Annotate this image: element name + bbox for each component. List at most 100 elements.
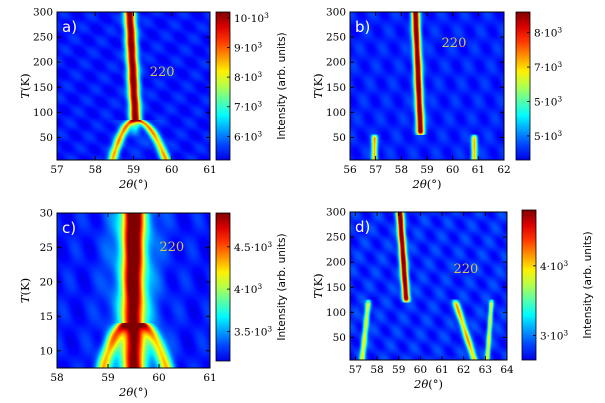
colorbar-tick-label: 7·103: [234, 100, 262, 114]
x-axis-label: 2θ(°): [118, 385, 148, 399]
panel-label: a): [62, 18, 77, 36]
panel-label: d): [355, 218, 370, 236]
colorbar-label: Intensity (arb. units): [276, 233, 288, 340]
y-tick-label: 30: [40, 208, 53, 220]
x-axis-label-unit: (°): [428, 377, 443, 391]
panel-1: 57 58 59 60 61 50 100 150 200 250 300 2θ(°) T(K) a) 22…: [18, 7, 288, 192]
x-tick-label: 59: [101, 372, 114, 384]
y-axis-label-symbol: T: [18, 294, 32, 303]
y-tick-label: 100: [326, 107, 346, 119]
x-tick-label: 59: [420, 164, 433, 176]
y-tick-label: 250: [326, 232, 346, 244]
colorbar-tick-label: 8·103: [234, 70, 262, 84]
colorbar-tick-label: 5·103: [534, 129, 562, 143]
x-axis-label: 2θ(°): [413, 377, 443, 391]
x-axis-label-unit: (°): [133, 177, 148, 191]
panel-2: 56 57 58 59 60 61 62 50 100 150 200 250 300 2θ(°) T(K)…: [311, 7, 562, 192]
x-axis-label: 2θ(°): [412, 177, 442, 191]
y-axis-label: T(K): [311, 273, 325, 298]
x-tick-label: 59: [127, 164, 140, 176]
x-tick-label: 58: [395, 164, 408, 176]
y-axis-label-symbol: T: [311, 90, 325, 99]
y-tick-label: 250: [326, 32, 346, 44]
y-tick-label: 50: [333, 332, 346, 344]
x-tick-label: 62: [497, 164, 510, 176]
x-tick-label: 58: [370, 364, 383, 376]
colorbar-tick-label: 9·103: [234, 41, 262, 55]
y-tick-label: 50: [40, 132, 53, 144]
panel-label: b): [355, 18, 370, 36]
y-tick-label: 300: [33, 7, 53, 19]
reflection-annotation: 220: [442, 36, 467, 51]
y-axis-label-unit: (K): [18, 278, 32, 296]
colorbar-tick-label: 7·103: [534, 60, 562, 74]
colorbar-tick-label: 3·103: [540, 329, 568, 343]
colorbar-tick-label: 8·103: [534, 26, 562, 40]
x-axis-label-unit: (°): [133, 385, 148, 399]
y-tick-label: 300: [326, 7, 346, 19]
colorbar: [215, 11, 231, 161]
x-tick-label: 57: [369, 164, 382, 176]
y-axis-label-unit: (K): [311, 273, 325, 291]
x-tick-label: 60: [446, 164, 459, 176]
x-axis-label-symbol: 2θ: [118, 385, 133, 399]
y-tick-label: 200: [326, 257, 346, 269]
y-axis-label: T(K): [311, 73, 325, 98]
y-tick-label: 100: [326, 307, 346, 319]
heatmap-image: [350, 12, 504, 160]
y-tick-label: 100: [33, 107, 53, 119]
reflection-annotation: 220: [453, 262, 478, 277]
y-tick-label: 200: [33, 57, 53, 69]
x-tick-label: 58: [50, 372, 63, 384]
colorbar-tick-label: 4·103: [234, 282, 262, 296]
y-axis-label-unit: (K): [311, 73, 325, 91]
x-axis-label-unit: (°): [427, 177, 442, 191]
x-tick-label: 59: [392, 364, 405, 376]
y-axis-label-symbol: T: [18, 90, 32, 99]
panel-4: 57 58 59 60 61 62 63 64501001502002503002θ(°)T(…: [311, 207, 594, 392]
x-tick-label: 64: [500, 364, 514, 376]
x-axis-label: 2θ(°): [118, 177, 148, 191]
colorbar-label: Intensity (arb. units): [276, 32, 288, 139]
heatmap-image: [350, 212, 507, 360]
colorbar-tick-label: 4·103: [540, 259, 568, 273]
heatmap-image: [57, 213, 210, 368]
x-axis-label-symbol: 2θ: [118, 177, 133, 191]
x-tick-label: 60: [165, 164, 178, 176]
x-tick-label: 62: [457, 364, 470, 376]
panel-label: c): [62, 219, 76, 237]
reflection-annotation: 220: [150, 65, 175, 80]
y-tick-label: 25: [40, 242, 53, 254]
x-tick-label: 61: [472, 164, 485, 176]
colorbar-tick-label: 3.5·103: [234, 324, 272, 338]
x-tick-label: 63: [479, 364, 492, 376]
y-axis-label: T(K): [18, 73, 32, 98]
y-tick-label: 15: [40, 311, 53, 323]
colorbar: [521, 209, 537, 361]
y-tick-label: 300: [326, 207, 346, 219]
plot-frame: [349, 211, 508, 361]
x-tick-label: 60: [414, 364, 427, 376]
x-axis-label-symbol: 2θ: [412, 177, 427, 191]
x-tick-label: 57: [349, 364, 362, 376]
plot-frame: [56, 212, 211, 369]
colorbar-tick-label: 5·103: [534, 94, 562, 108]
x-axis-label-symbol: 2θ: [413, 377, 428, 391]
y-axis-label-symbol: T: [311, 290, 325, 299]
y-tick-label: 200: [326, 57, 346, 69]
panel-3: 58 59 60 61 10 15 20 25 30 2θ(°) T(K) c) 220 3.5·103 4…: [18, 208, 288, 400]
x-tick-label: 57: [50, 164, 63, 176]
heatmap-image: [57, 12, 210, 160]
x-tick-label: 56: [343, 164, 357, 176]
x-tick-label: 61: [203, 372, 216, 384]
x-tick-label: 58: [89, 164, 102, 176]
x-tick-label: 61: [435, 364, 448, 376]
y-tick-label: 150: [33, 82, 53, 94]
y-axis-label-unit: (K): [18, 73, 32, 91]
x-tick-label: 61: [203, 164, 216, 176]
y-tick-label: 10: [40, 345, 53, 357]
reflection-annotation: 220: [159, 240, 184, 255]
y-axis-label: T(K): [18, 278, 32, 303]
colorbar-tick-label: 10·103: [234, 11, 269, 25]
